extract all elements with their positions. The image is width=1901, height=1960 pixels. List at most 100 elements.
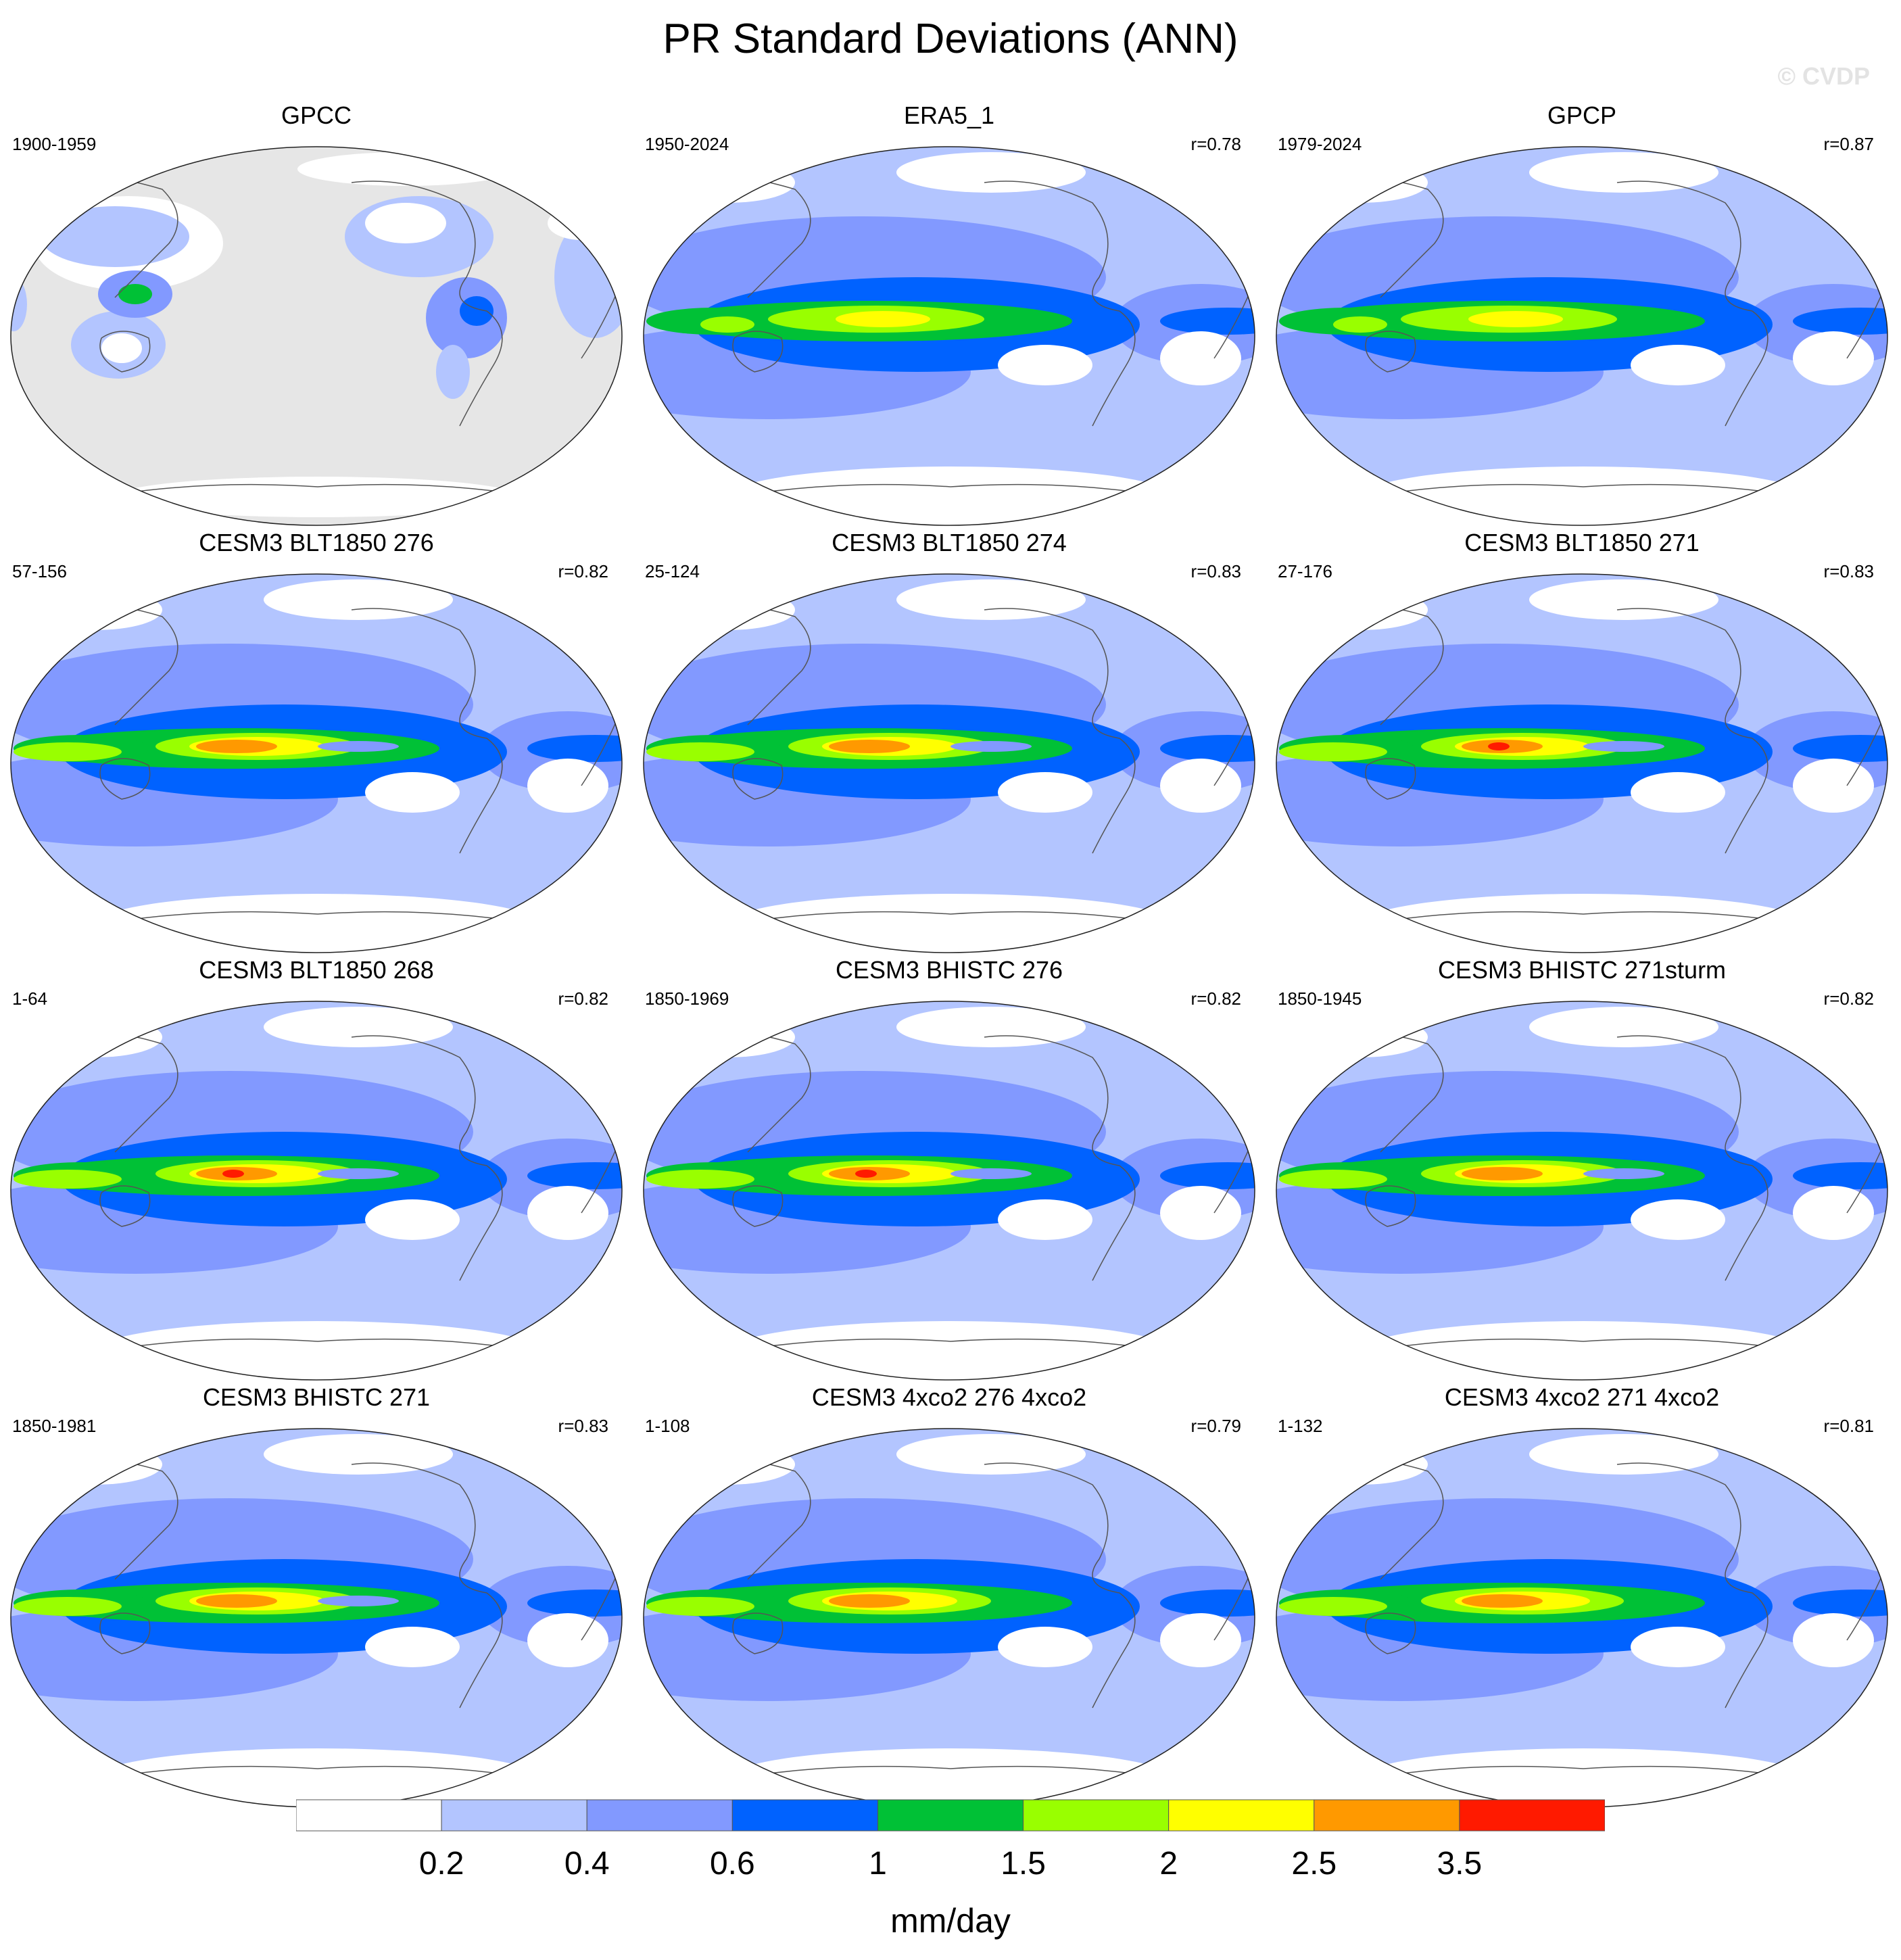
coastline bbox=[99, 1612, 151, 1654]
coastline bbox=[459, 738, 503, 854]
panel-correlation: r=0.81 bbox=[1823, 1416, 1874, 1436]
arctic-low bbox=[896, 152, 1086, 193]
figure-title: PR Standard Deviations (ANN) bbox=[663, 16, 1238, 62]
colorbar-swatch bbox=[1314, 1799, 1460, 1832]
map-panel: GPCP 1979-2024 r=0.87 bbox=[1266, 101, 1898, 530]
colorbar-swatch bbox=[296, 1799, 442, 1832]
atlantic-itcz bbox=[527, 735, 622, 762]
antarctica-low bbox=[95, 1321, 541, 1380]
coastline bbox=[1616, 1462, 1753, 1594]
atlantic-itcz bbox=[1160, 1589, 1255, 1617]
siberia-low bbox=[660, 590, 795, 630]
panel-years: 27-176 bbox=[1278, 561, 1332, 581]
panel-title: CESM3 BLT1850 268 bbox=[199, 956, 434, 984]
central-pacific-max bbox=[855, 1170, 877, 1178]
map-outline bbox=[643, 1001, 1255, 1381]
panel-title: CESM3 BHISTC 276 bbox=[835, 956, 1063, 984]
colorbar-tick-label: 1.5 bbox=[1001, 1846, 1046, 1882]
cvdp-watermark: © CVDP bbox=[1777, 62, 1870, 90]
panel-years: 1-132 bbox=[1278, 1416, 1323, 1436]
panel-correlation: r=0.78 bbox=[1190, 134, 1241, 154]
projected-map bbox=[10, 1001, 623, 1381]
colorbar-swatch bbox=[586, 1799, 733, 1832]
coastline bbox=[121, 911, 514, 922]
arctic-low bbox=[896, 1434, 1086, 1475]
atlantic-itcz bbox=[1793, 735, 1887, 762]
panel-years: 1850-1981 bbox=[12, 1416, 97, 1436]
colorbar-swatch bbox=[1168, 1799, 1315, 1832]
arctic-low bbox=[1529, 1007, 1718, 1047]
coastline bbox=[1092, 1165, 1136, 1281]
southeast-pacific-dry bbox=[998, 772, 1092, 813]
panel-years: 1850-1945 bbox=[1278, 988, 1362, 1009]
coastline bbox=[1092, 738, 1136, 854]
coastline bbox=[351, 181, 487, 312]
panel-years: 1850-1969 bbox=[645, 988, 729, 1009]
coastline bbox=[1725, 1592, 1768, 1708]
east-pacific-cold-tongue bbox=[1583, 1168, 1664, 1179]
coastline bbox=[984, 1035, 1120, 1166]
land-australia-dry bbox=[101, 333, 142, 363]
coastline bbox=[1616, 608, 1753, 739]
colorbar-tick-label: 2.5 bbox=[1291, 1846, 1337, 1882]
indian-ocean-high bbox=[14, 742, 122, 761]
panel-correlation: r=0.82 bbox=[1823, 988, 1874, 1009]
colorbar-tick-label: 3.5 bbox=[1437, 1846, 1483, 1882]
panel-years: 1950-2024 bbox=[645, 134, 729, 154]
south-atlantic-dry bbox=[1793, 759, 1874, 813]
land-india bbox=[11, 277, 27, 331]
indian-ocean-high bbox=[646, 1170, 754, 1189]
central-pacific-max bbox=[1488, 742, 1510, 750]
colorbar-swatch bbox=[1023, 1799, 1170, 1832]
coastline bbox=[754, 1338, 1147, 1349]
arctic-low bbox=[896, 1007, 1086, 1047]
antarctica-low bbox=[95, 894, 541, 953]
southeast-pacific-dry bbox=[998, 1199, 1092, 1240]
coastline bbox=[121, 483, 514, 494]
arctic-low bbox=[264, 579, 453, 620]
siberia-low bbox=[1293, 590, 1428, 630]
panel-years: 1900-1959 bbox=[12, 134, 97, 154]
atlantic-itcz bbox=[1160, 308, 1255, 335]
indian-ocean-high bbox=[1279, 1170, 1387, 1189]
southeast-pacific-dry bbox=[998, 345, 1092, 385]
coastline bbox=[1365, 331, 1416, 373]
map-panel: CESM3 4xco2 271 4xco2 1-132 r=0.81 bbox=[1266, 1383, 1898, 1812]
coastline bbox=[984, 181, 1120, 312]
central-pacific-peak bbox=[196, 1594, 277, 1608]
coastline bbox=[351, 608, 487, 739]
map-panel: CESM3 BLT1850 268 1-64 r=0.82 bbox=[0, 956, 633, 1385]
east-pacific-cold-tongue bbox=[950, 741, 1032, 752]
colorbar-units: mm/day bbox=[890, 1902, 1011, 1940]
colorbar-tick-label: 1 bbox=[869, 1846, 887, 1882]
indian-ocean-high bbox=[14, 1170, 122, 1189]
south-atlantic-dry bbox=[1793, 331, 1874, 385]
panel-correlation: r=0.83 bbox=[1823, 561, 1874, 581]
land-antarctica bbox=[115, 477, 521, 517]
indian-ocean-high bbox=[1279, 1597, 1387, 1616]
panel-correlation: r=0.83 bbox=[1190, 561, 1241, 581]
arctic-low bbox=[264, 1434, 453, 1475]
coastline bbox=[984, 1462, 1120, 1594]
map-outline bbox=[643, 573, 1255, 953]
arctic-low bbox=[896, 579, 1086, 620]
east-pacific-cold-tongue bbox=[318, 1168, 399, 1179]
southeast-pacific-dry bbox=[1631, 345, 1725, 385]
colorbar-swatch bbox=[1459, 1799, 1605, 1832]
south-atlantic-dry bbox=[1160, 331, 1241, 385]
coastline bbox=[1092, 1592, 1136, 1708]
coastline bbox=[754, 1765, 1147, 1776]
coastline bbox=[1365, 1185, 1416, 1227]
coastline bbox=[121, 1765, 514, 1776]
siberia-low bbox=[1293, 162, 1428, 203]
east-pacific-cold-tongue bbox=[950, 1168, 1032, 1179]
siberia-low bbox=[660, 1444, 795, 1485]
coastline bbox=[732, 331, 784, 373]
map-outline bbox=[10, 146, 623, 526]
coastline bbox=[1387, 1338, 1780, 1349]
central-pacific-peak bbox=[829, 740, 910, 753]
map-outline bbox=[1276, 573, 1888, 953]
southeast-pacific-dry bbox=[1631, 1627, 1725, 1667]
panel-years: 57-156 bbox=[12, 561, 67, 581]
coastline bbox=[732, 1185, 784, 1227]
